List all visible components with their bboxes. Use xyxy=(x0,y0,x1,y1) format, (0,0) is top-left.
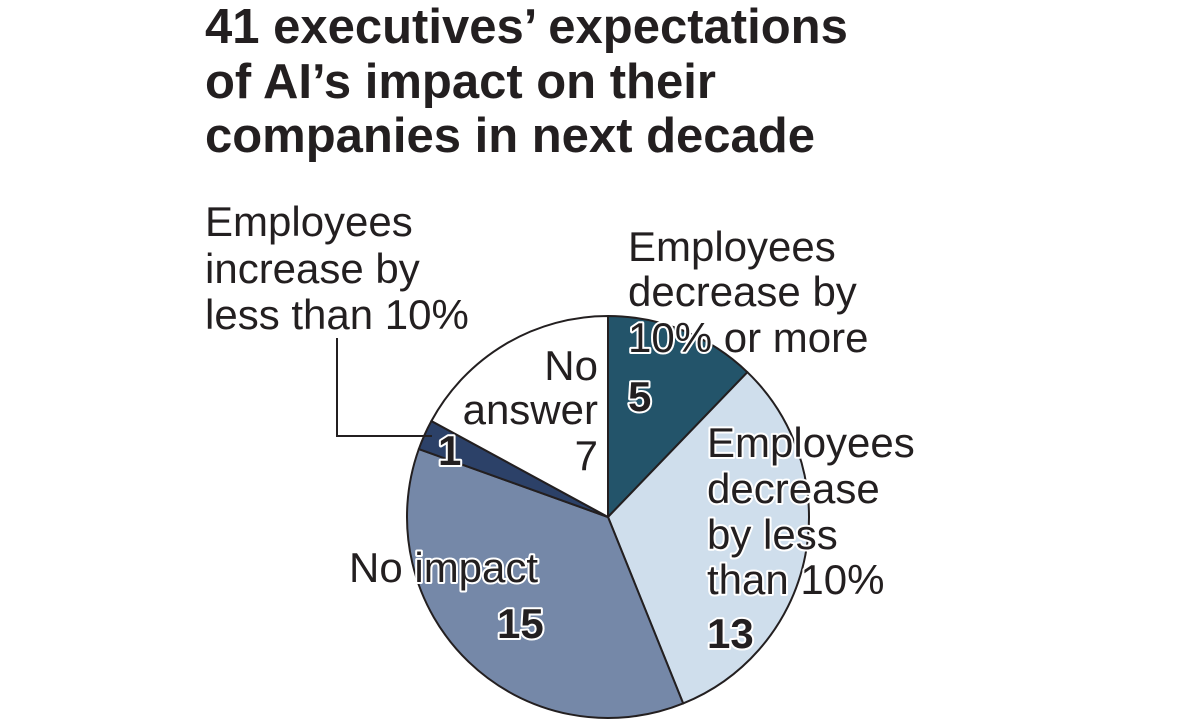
slice-value: 13 xyxy=(707,610,754,657)
pie-slice-no-answer xyxy=(430,315,609,518)
chart-title-line-3: companies in next decade xyxy=(205,109,815,163)
pie-slices xyxy=(405,315,810,719)
slice-label-line: No xyxy=(544,342,598,389)
slice-value: 7 xyxy=(575,432,598,479)
slice-label-line: Employees xyxy=(628,223,836,270)
label-increase-less-than-10: Employees increase by less than 10% 1 xyxy=(203,196,471,476)
chart-title-line-1: 41 executives’ expectations xyxy=(205,0,848,54)
slice-label-line: answer xyxy=(463,386,598,433)
label-no-impact: No impact 15 xyxy=(347,542,546,649)
pie-slice-employees-decrease-by-10-or-more xyxy=(607,315,749,518)
pie-slice-no-impact xyxy=(405,448,685,719)
slice-label-line: Employees xyxy=(707,419,915,466)
slice-label-line: less than 10% xyxy=(205,291,469,338)
slice-label-line: than 10% xyxy=(707,556,884,603)
slice-value: 5 xyxy=(628,373,651,420)
slice-value: 15 xyxy=(497,600,544,647)
chart-title-line-2: of AI’s impact on their xyxy=(205,55,716,109)
label-no-answer: No answer 7 xyxy=(463,342,598,479)
slice-label-line: Employees xyxy=(205,198,413,245)
slice-label-line: increase by xyxy=(205,245,420,292)
slice-label-line: No impact xyxy=(349,544,538,591)
chart-title: 41 executives’ expectations of AI’s impa… xyxy=(205,0,848,163)
label-decrease-less-than-10: Employees decrease by less than 10% 13 xyxy=(705,417,917,659)
slice-label-line: decrease xyxy=(707,465,880,512)
leader-line xyxy=(336,338,432,437)
slice-label-line: 10% or more xyxy=(628,314,868,361)
label-decrease-10-or-more: Employees decrease by 10% or more 5 xyxy=(626,221,870,422)
pie-slice-employees-decrease-by-less-than-10 xyxy=(607,371,810,705)
slice-label-line: decrease by xyxy=(628,268,857,315)
slice-label-line: by less xyxy=(707,511,838,558)
slice-value: 1 xyxy=(438,427,461,474)
